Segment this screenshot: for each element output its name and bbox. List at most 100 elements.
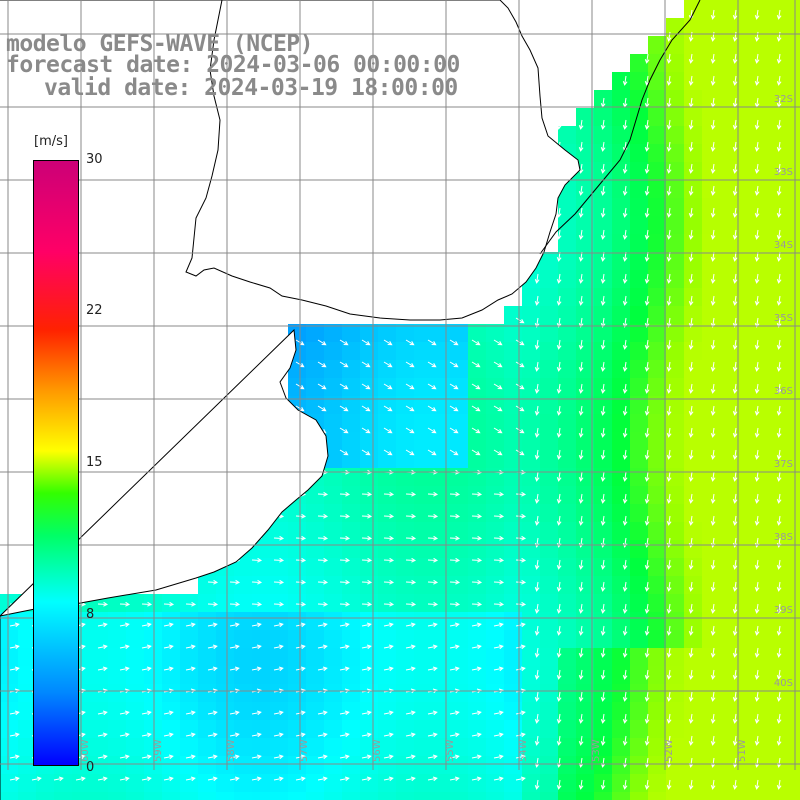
wind-arrow <box>9 666 20 672</box>
wind-arrow <box>776 691 782 702</box>
field-cell <box>594 738 613 757</box>
wind-arrow <box>732 31 738 42</box>
field-cell <box>702 360 721 379</box>
field-cell <box>450 684 469 703</box>
field-cell <box>396 720 415 739</box>
wind-arrow <box>251 644 262 650</box>
field-cell <box>270 774 289 793</box>
field-cell <box>702 180 721 199</box>
field-cell <box>702 126 721 145</box>
field-cell <box>324 576 343 595</box>
field-cell <box>558 738 577 757</box>
wind-arrow <box>754 625 760 636</box>
wind-arrow <box>600 295 606 306</box>
wind-arrow <box>534 361 540 372</box>
field-cell <box>378 630 397 649</box>
field-cell <box>774 738 793 757</box>
field-cell <box>342 522 361 541</box>
field-cell <box>360 792 379 800</box>
field-cell <box>792 72 800 91</box>
wind-arrow <box>273 601 285 607</box>
field-cell <box>792 702 800 721</box>
wind-arrow <box>427 622 438 628</box>
wind-arrow <box>163 710 174 716</box>
field-cell <box>612 270 631 289</box>
wind-arrow <box>754 317 760 328</box>
field-cell <box>594 594 613 613</box>
field-cell <box>648 540 667 559</box>
wind-arrow <box>710 229 716 240</box>
field-cell <box>612 198 631 217</box>
field-cell <box>324 324 343 343</box>
wind-arrow <box>207 579 219 585</box>
field-cell <box>648 648 667 667</box>
field-cell <box>414 324 433 343</box>
field-cell <box>684 108 703 127</box>
wind-arrow <box>754 53 760 64</box>
field-cell <box>612 378 631 397</box>
field-cell <box>594 108 613 127</box>
wind-arrow <box>666 559 672 570</box>
lon-label: 57W <box>299 739 310 762</box>
field-cell <box>414 576 433 595</box>
field-cell <box>414 630 433 649</box>
wind-arrow <box>710 515 716 526</box>
field-cell <box>594 252 613 271</box>
wind-arrow <box>600 647 606 658</box>
wind-arrow <box>405 557 417 563</box>
field-cell <box>306 324 325 343</box>
field-cell <box>612 180 631 199</box>
wind-arrow <box>471 405 481 412</box>
field-cell <box>630 756 649 775</box>
field-cell <box>648 360 667 379</box>
field-cell <box>666 396 685 415</box>
wind-arrow <box>754 339 760 350</box>
wind-arrow <box>383 754 394 760</box>
wind-arrow <box>622 647 628 658</box>
field-cell <box>504 720 523 739</box>
field-cell <box>342 792 361 800</box>
wind-arrow <box>427 644 438 650</box>
wind-arrow <box>710 9 716 20</box>
wind-arrow <box>776 207 782 218</box>
field-cell <box>504 486 523 505</box>
field-cell <box>378 594 397 613</box>
field-cell <box>468 792 487 800</box>
field-cell <box>684 504 703 523</box>
field-cell <box>630 414 649 433</box>
field-cell <box>702 306 721 325</box>
wind-arrow <box>688 207 694 218</box>
field-cell <box>792 522 800 541</box>
field-cell <box>612 594 631 613</box>
field-cell <box>792 216 800 235</box>
field-cell <box>18 702 37 721</box>
field-cell <box>738 774 757 793</box>
wind-arrow <box>471 666 482 672</box>
wind-arrow <box>710 163 716 174</box>
field-cell <box>756 792 775 800</box>
lat-label: 38S <box>774 532 793 543</box>
field-cell <box>288 378 307 397</box>
field-cell <box>594 702 613 721</box>
field-cell <box>252 576 271 595</box>
wind-arrow <box>493 622 504 628</box>
field-cell <box>504 504 523 523</box>
field-cell <box>630 396 649 415</box>
field-cell <box>756 540 775 559</box>
field-cell <box>108 756 127 775</box>
wind-arrow <box>493 732 504 738</box>
wind-arrow <box>556 339 562 350</box>
field-cell <box>486 378 505 397</box>
field-cell <box>108 630 127 649</box>
field-cell <box>558 126 577 145</box>
wind-arrow <box>534 713 540 724</box>
field-cell <box>126 630 145 649</box>
field-cell <box>36 774 55 793</box>
field-cell <box>612 612 631 631</box>
wind-arrow <box>644 317 650 328</box>
field-cell <box>126 792 145 800</box>
wind-arrow <box>688 493 694 504</box>
wind-arrow <box>449 361 459 368</box>
wind-arrow <box>732 119 738 130</box>
lat-label: 37S <box>774 459 793 470</box>
